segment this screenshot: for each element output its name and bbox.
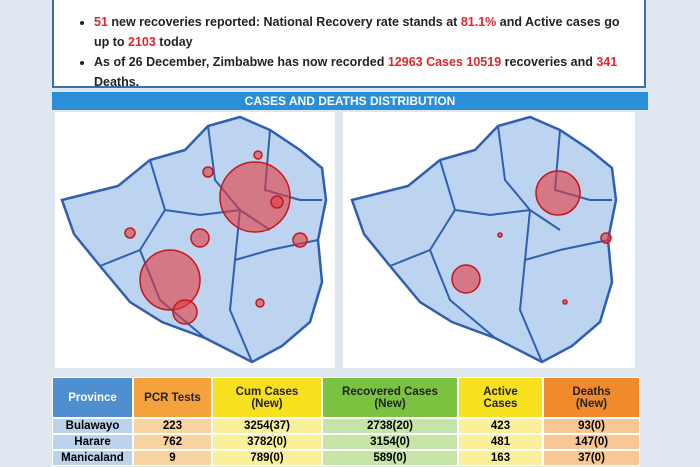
cell: 163: [458, 450, 543, 466]
cell: Harare: [52, 434, 133, 450]
cell: 762: [133, 434, 212, 450]
bullet-text: recoveries and: [501, 55, 597, 69]
bullet-text: Deaths.: [94, 75, 140, 89]
header-cell: Active Cases: [458, 377, 543, 418]
bullet-text: 12963 Cases 10519: [387, 55, 502, 69]
header-cell: Province: [52, 377, 133, 418]
cell: 789(0): [212, 450, 322, 466]
cell: 3254(37): [212, 418, 322, 434]
bullet: As of 26 December, Zimbabwe has now reco…: [94, 52, 634, 92]
bullet-text: 2103: [128, 35, 156, 49]
header-cell: Recovered Cases (New): [322, 377, 458, 418]
section-title: CASES AND DEATHS DISTRIBUTION: [52, 92, 648, 110]
cell: Manicaland: [52, 450, 133, 466]
cell: 147(0): [543, 434, 640, 450]
cell: 481: [458, 434, 543, 450]
cell: 3782(0): [212, 434, 322, 450]
cell: 9: [133, 450, 212, 466]
header-cell: Deaths (New): [543, 377, 640, 418]
header-cell: Cum Cases (New): [212, 377, 322, 418]
header-row: Province PCR Tests Cum Cases (New) Recovere…: [52, 377, 640, 418]
cell: 3154(0): [322, 434, 458, 450]
table-row: Bulawayo 223 3254(37) 2738(20) 423 93(0): [52, 418, 640, 434]
bullet: 51 new recoveries reported: National Rec…: [94, 12, 634, 52]
bullet-text: today: [155, 35, 193, 49]
bullet-text: 51: [94, 15, 108, 29]
bullet-text: As of 26 December, Zimbabwe has now reco…: [94, 55, 388, 69]
header-cell: PCR Tests: [133, 377, 212, 418]
summary-box: 51 new recoveries reported: National Rec…: [52, 0, 646, 89]
bullet-list: 51 new recoveries reported: National Rec…: [54, 12, 634, 92]
bullet-text: 341: [596, 55, 618, 69]
cell: 93(0): [543, 418, 640, 434]
bullet-text: 81.1%: [460, 15, 497, 29]
cell: 589(0): [322, 450, 458, 466]
table-row: Manicaland 9 789(0) 589(0) 163 37(0): [52, 450, 640, 466]
province-table: Province PCR Tests Cum Cases (New) Recovere…: [52, 377, 640, 466]
bullet-text: and Active cases go up to: [94, 15, 620, 49]
deaths-bubbles: [451, 170, 612, 305]
cases-bubbles: [124, 150, 308, 325]
bullet-text: new recoveries reported: National Recove…: [107, 15, 461, 29]
table-row: Harare 762 3782(0) 3154(0) 481 147(0): [52, 434, 640, 450]
cell: Bulawayo: [52, 418, 133, 434]
cell: 37(0): [543, 450, 640, 466]
cell: 423: [458, 418, 543, 434]
cell: 2738(20): [322, 418, 458, 434]
cell: 223: [133, 418, 212, 434]
